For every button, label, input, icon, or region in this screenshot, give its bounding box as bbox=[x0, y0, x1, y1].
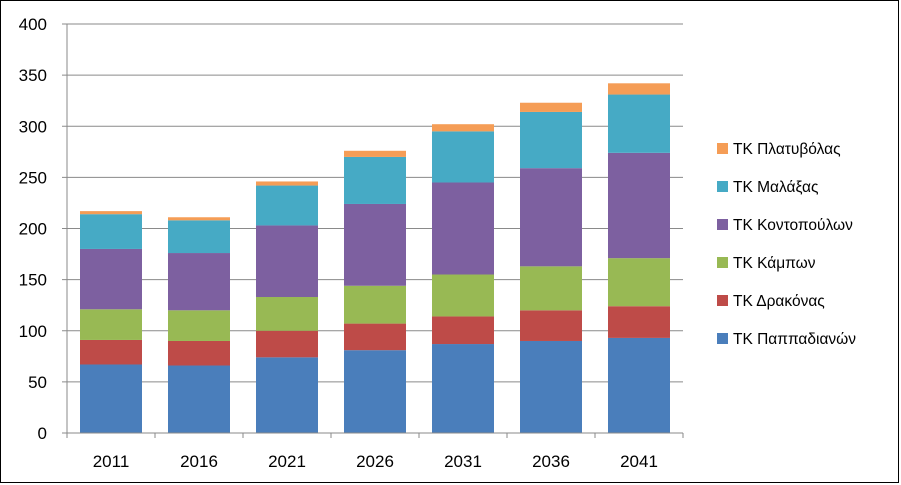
bar-segment bbox=[432, 316, 494, 345]
bar-segment bbox=[80, 309, 142, 340]
legend-swatch bbox=[717, 219, 728, 230]
bar-segment bbox=[168, 310, 230, 341]
bar-segment bbox=[520, 310, 582, 341]
bar-segment bbox=[80, 339, 142, 365]
bar-segment bbox=[168, 365, 230, 433]
legend-label: ΤΚ Κοντοπούλων bbox=[733, 217, 853, 234]
legend-swatch bbox=[717, 181, 728, 192]
x-tick-label: 2036 bbox=[532, 452, 570, 471]
bar-segment bbox=[80, 214, 142, 249]
bars bbox=[80, 83, 670, 433]
y-tick-label: 350 bbox=[19, 66, 47, 85]
legend-swatch bbox=[717, 333, 728, 344]
y-tick-label: 0 bbox=[38, 424, 47, 443]
bar-segment bbox=[520, 340, 582, 433]
legend-swatch bbox=[717, 295, 728, 306]
bar-segment bbox=[168, 217, 230, 221]
y-tick-label: 400 bbox=[19, 15, 47, 34]
legend-swatch bbox=[717, 143, 728, 154]
x-tick-label: 2016 bbox=[180, 452, 218, 471]
legend-label: ΤΚ Παππαδιανών bbox=[733, 331, 856, 348]
bar-segment bbox=[80, 211, 142, 215]
bar-segment bbox=[256, 225, 318, 298]
bar-segment bbox=[256, 297, 318, 331]
bar-segment bbox=[608, 94, 670, 153]
x-tick-label: 2031 bbox=[444, 452, 482, 471]
bar-segment bbox=[344, 156, 406, 204]
bar-segment bbox=[344, 203, 406, 286]
bar-segment bbox=[80, 364, 142, 433]
bar-segment bbox=[256, 330, 318, 358]
legend-swatch bbox=[717, 257, 728, 268]
bar-segment bbox=[520, 266, 582, 311]
bar-segment bbox=[256, 185, 318, 226]
bar-segment bbox=[344, 350, 406, 433]
bar-segment bbox=[608, 337, 670, 433]
bar-segment bbox=[432, 131, 494, 183]
legend-label: ΤΚ Μαλάξας bbox=[733, 179, 818, 196]
y-tick-label: 50 bbox=[28, 373, 47, 392]
bar-segment bbox=[608, 258, 670, 307]
axes bbox=[66, 24, 684, 438]
bar-segment bbox=[168, 340, 230, 366]
bar-segment bbox=[608, 152, 670, 259]
bar-segment bbox=[432, 124, 494, 132]
bar-segment bbox=[432, 344, 494, 433]
bar-segment bbox=[344, 323, 406, 351]
legend: ΤΚ Πλατυβόλας ΤΚ Μαλάξας ΤΚ Κοντοπούλων ΤΚ … bbox=[717, 141, 856, 348]
bar-segment bbox=[432, 182, 494, 275]
bar-segment bbox=[608, 306, 670, 338]
bar-segment bbox=[256, 181, 318, 186]
y-tick-labels: 0 50 100 150 200 250 300 350 400 bbox=[19, 15, 47, 443]
bar-segment bbox=[344, 285, 406, 324]
bar-segment bbox=[520, 111, 582, 169]
bar-segment bbox=[168, 253, 230, 311]
y-tick-label: 150 bbox=[19, 271, 47, 290]
bar-segment bbox=[168, 220, 230, 254]
legend-label: ΤΚ Πλατυβόλας bbox=[733, 141, 841, 158]
y-tick-label: 300 bbox=[19, 117, 47, 136]
bar-segment bbox=[344, 150, 406, 157]
y-tick-label: 200 bbox=[19, 220, 47, 239]
bar-segment bbox=[520, 168, 582, 267]
bar-segment bbox=[432, 274, 494, 317]
y-tick-label: 100 bbox=[19, 322, 47, 341]
legend-label: ΤΚ Κάμπων bbox=[733, 255, 816, 272]
x-tick-label: 2026 bbox=[356, 452, 394, 471]
bar-segment bbox=[608, 83, 670, 95]
legend-label: ΤΚ Δρακόνας bbox=[733, 293, 825, 310]
bar-segment bbox=[520, 102, 582, 112]
y-tick-label: 250 bbox=[19, 168, 47, 187]
x-tick-label: 2041 bbox=[620, 452, 658, 471]
x-tick-label: 2021 bbox=[268, 452, 306, 471]
bar-segment bbox=[256, 357, 318, 433]
x-tick-labels: 2011 2016 2021 2026 2031 2036 2041 bbox=[93, 452, 658, 471]
bar-segment bbox=[80, 248, 142, 310]
x-tick-label: 2011 bbox=[93, 452, 130, 471]
